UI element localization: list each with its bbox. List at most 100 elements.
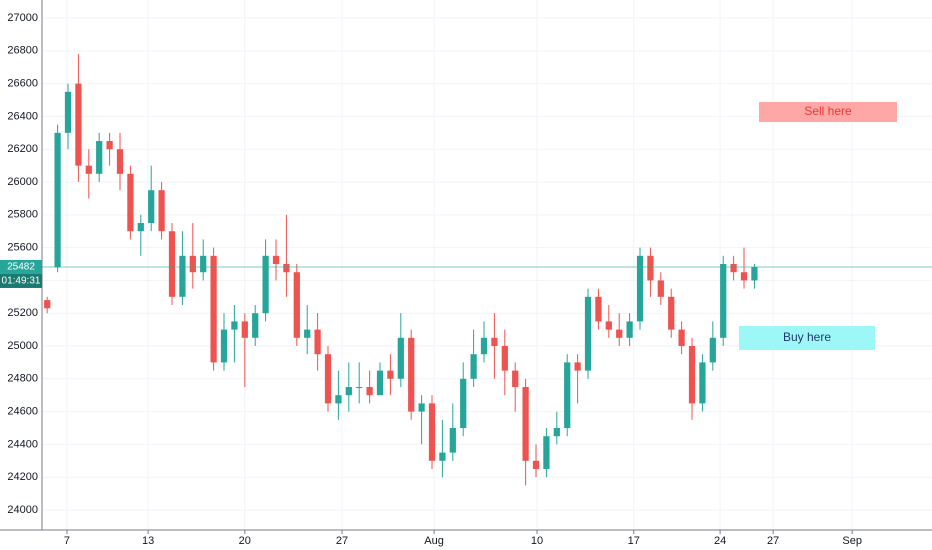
candle-body (241, 321, 248, 338)
candle-body (595, 296, 602, 322)
candle-body (231, 321, 238, 330)
candle-body (460, 378, 467, 429)
candle-body (44, 300, 51, 309)
y-tick-label: 26400 (7, 110, 38, 122)
candle-body (96, 141, 103, 174)
candle-body (647, 255, 654, 281)
candle-body (626, 321, 633, 338)
candle-body (584, 296, 592, 371)
candle-body (522, 387, 529, 461)
candle-body (293, 272, 300, 338)
x-tick-label: 20 (239, 535, 251, 547)
candle-body (85, 165, 92, 174)
x-tick-label: 27 (767, 535, 779, 547)
y-tick-label: 24000 (7, 504, 38, 516)
candle-body (668, 296, 675, 330)
y-tick-label: 24200 (7, 471, 38, 483)
candle-body (397, 337, 404, 379)
candle-body (356, 387, 363, 389)
x-tick-label: 17 (628, 535, 640, 547)
candle-body (210, 255, 217, 363)
x-tick-label: 13 (142, 535, 154, 547)
candle-body (158, 190, 165, 232)
candle-body (418, 403, 425, 412)
candle-body (751, 266, 758, 281)
candle-body (564, 362, 571, 429)
candle-body (543, 436, 550, 469)
candle-body (439, 452, 446, 461)
x-tick-label: 24 (714, 535, 726, 547)
candle-body (512, 370, 519, 388)
annotation-text: Sell here (804, 104, 852, 118)
annotation-text: Buy here (783, 330, 831, 344)
y-tick-label: 26200 (7, 143, 38, 155)
annotation-box (759, 102, 897, 122)
candle-body (366, 387, 373, 396)
candle-body (428, 403, 436, 461)
candle-body (189, 255, 196, 273)
y-tick-label: 25200 (7, 307, 38, 319)
candle-body (449, 428, 456, 453)
candle-body (730, 264, 737, 273)
candle-body (168, 231, 176, 297)
candles (44, 54, 758, 486)
candle-body (376, 370, 384, 396)
candle-body (532, 460, 540, 469)
candle-body (387, 370, 394, 379)
candle-body (148, 190, 155, 224)
candle-body (252, 313, 259, 338)
candle-body (75, 83, 82, 166)
candle-body (408, 337, 415, 412)
candle-body (720, 264, 727, 338)
x-tick-label: 10 (531, 535, 543, 547)
candle-body (657, 280, 664, 297)
candle-body (740, 272, 748, 281)
candle-body (709, 337, 716, 363)
y-tick-label: 24800 (7, 373, 38, 385)
candle-body (137, 223, 144, 232)
candle-body (345, 387, 352, 396)
candle-body (480, 337, 488, 355)
candle-body (553, 428, 560, 437)
y-tick-label: 25800 (7, 209, 38, 221)
candle-body (605, 321, 612, 330)
candle-body (127, 173, 134, 232)
y-tick-label: 25600 (7, 242, 38, 254)
candle-body (324, 354, 332, 404)
candle-body (272, 255, 280, 265)
candle-body (106, 141, 113, 150)
candle-body (314, 329, 321, 355)
candle-body (304, 329, 311, 338)
candle-body (688, 346, 696, 404)
y-tick-label: 26000 (7, 176, 38, 188)
price-label-box (0, 259, 42, 274)
candle-body (64, 91, 72, 133)
candle-body (616, 329, 623, 338)
y-tick-label: 26600 (7, 78, 38, 90)
y-tick-label: 25000 (7, 340, 38, 352)
x-tick-label: Aug (424, 535, 444, 547)
x-tick-label: 7 (64, 535, 70, 547)
candle-body (501, 346, 508, 371)
x-tick-label: 27 (336, 535, 348, 547)
grid (42, 0, 932, 530)
candle-body (116, 149, 124, 174)
countdown-box (0, 273, 42, 288)
price-label: 25482 (7, 262, 35, 273)
candle-body (678, 329, 685, 347)
candle-body (220, 329, 228, 363)
y-tick-label: 26800 (7, 45, 38, 57)
candle-body (470, 354, 477, 379)
candle-body (200, 255, 207, 273)
y-tick-label: 24600 (7, 406, 38, 418)
countdown: 01:49:31 (2, 276, 41, 287)
candle-body (54, 132, 61, 268)
candle-body (179, 255, 186, 297)
annotation-box (739, 326, 875, 350)
candle-body (335, 395, 342, 404)
y-tick-label: 27000 (7, 12, 38, 24)
candle-body (262, 255, 269, 314)
